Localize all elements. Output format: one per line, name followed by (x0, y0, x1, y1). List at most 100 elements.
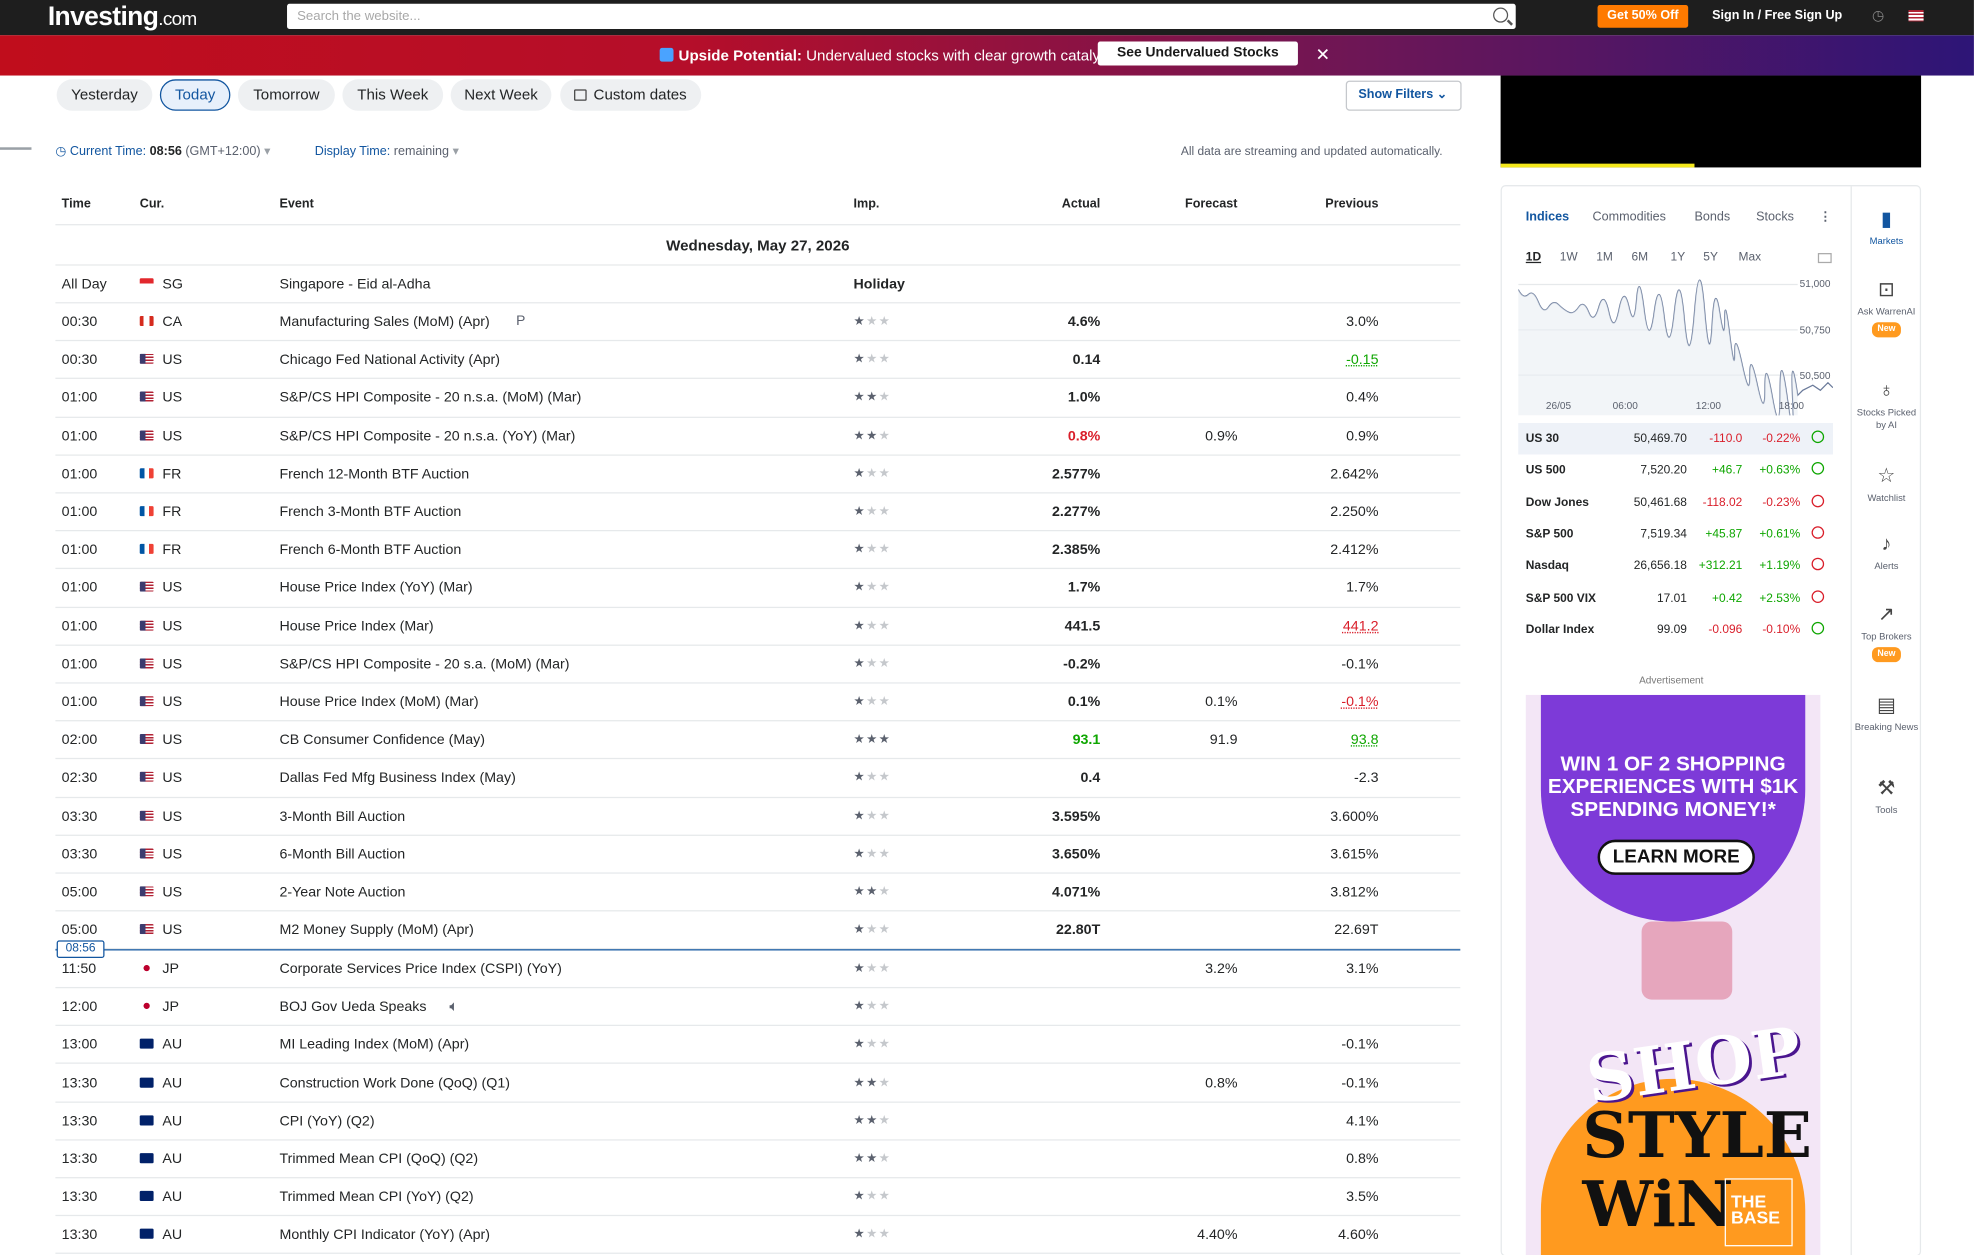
event-name[interactable]: Dallas Fed Mfg Business Index (May) (279, 770, 516, 787)
range-1d[interactable]: 1D (1525, 250, 1542, 265)
more-icon[interactable]: ⋮ (1819, 210, 1832, 225)
event-name[interactable]: S&P/CS HPI Composite - 20 s.a. (MoM) (Ma… (279, 656, 570, 672)
current-time[interactable]: ◷ Current Time: 08:56 (GMT+12:00) ▾ (55, 144, 271, 159)
table-row[interactable]: 13:30 AU Construction Work Done (QoQ) (Q1)… (55, 1064, 1461, 1103)
event-name[interactable]: French 6-Month BTF Auction (279, 542, 462, 558)
previous-value[interactable]: 93.8 (1350, 732, 1379, 749)
table-row[interactable]: 02:00 US CB Consumer Confidence (May) ★★★ 93… (55, 722, 1461, 760)
event-name[interactable]: S&P/CS HPI Composite - 20 n.s.a. (YoY) (… (279, 428, 576, 444)
sidenav-item[interactable]: ↗ Top Brokers New (1852, 604, 1921, 663)
table-row[interactable]: 13:00 AU MI Leading Index (MoM) (Apr) ★★★ -0… (55, 1026, 1461, 1065)
event-name[interactable]: Construction Work Done (QoQ) (Q1) (279, 1075, 510, 1091)
sidenav-item[interactable]: ⊡ Ask WarrenAI New (1852, 279, 1921, 338)
clock-icon[interactable]: ◷ (1871, 8, 1885, 24)
event-name[interactable]: House Price Index (MoM) (Mar) (279, 694, 479, 711)
event-name[interactable]: Chicago Fed National Activity (Apr) (279, 352, 501, 368)
market-name[interactable]: S&P 500 (1525, 527, 1574, 542)
market-row[interactable]: Nasdaq 26,656.18 +312.21 +1.19% (1518, 550, 1833, 581)
event-name[interactable]: Monthly CPI Indicator (YoY) (Apr) (279, 1227, 490, 1243)
table-row[interactable]: 01:00 US S&P/CS HPI Composite - 20 n.s.a. … (55, 379, 1461, 418)
market-row[interactable]: Dollar Index 99.09 -0.096 -0.10% (1518, 614, 1833, 645)
table-row[interactable]: 13:30 AU CPI (YoY) (Q2) ★★★ 4.1% (55, 1102, 1461, 1141)
market-row[interactable]: Dow Jones 50,461.68 -118.02 -0.23% (1518, 487, 1833, 518)
tab-this-week[interactable]: This Week (342, 79, 444, 111)
table-row[interactable]: 12:00 JP BOJ Gov Ueda Speaks 🔈︎ ★★★ (55, 988, 1461, 1027)
range-1m[interactable]: 1M (1596, 250, 1613, 265)
tab-stocks[interactable]: Stocks (1756, 210, 1794, 225)
table-row[interactable]: 01:00 US House Price Index (Mar) ★★★ 441.5 44… (55, 608, 1461, 646)
event-name[interactable]: 6-Month Bill Auction (279, 846, 406, 863)
tab-tomorrow[interactable]: Tomorrow (237, 79, 335, 111)
table-row[interactable]: 01:00 FR French 12-Month BTF Auction ★★★ 2.5… (55, 455, 1461, 494)
table-row[interactable]: 02:30 US Dallas Fed Mfg Business Index (Ma… (55, 760, 1461, 798)
us-flag-icon[interactable] (1908, 10, 1924, 22)
close-icon[interactable]: ✕ (1315, 44, 1331, 65)
video-ad[interactable] (1500, 75, 1922, 168)
table-row[interactable]: 11:50 JP Corporate Services Price Index (C… (55, 950, 1461, 989)
table-row[interactable]: 13:30 AU Trimmed Mean CPI (QoQ) (Q2) ★★★ 0.8… (55, 1140, 1461, 1179)
sidenav-item[interactable]: ☆ Watchlist (1852, 466, 1921, 505)
tab-custom-dates[interactable]: Custom dates (560, 79, 702, 111)
table-row[interactable]: 01:00 US House Price Index (MoM) (Mar) ★★★ 0… (55, 684, 1461, 722)
tab-yesterday[interactable]: Yesterday (56, 79, 153, 111)
table-row[interactable]: 00:30 CA Manufacturing Sales (MoM) (Apr) P ★… (55, 303, 1461, 342)
table-row[interactable]: 03:30 US 3-Month Bill Auction ★★★ 3.595% 3.60… (55, 798, 1461, 836)
range-5y[interactable]: 5Y (1703, 250, 1718, 265)
event-name[interactable]: Manufacturing Sales (MoM) (Apr) (279, 314, 490, 330)
sidenav-item[interactable]: ♪ Alerts (1852, 534, 1921, 573)
event-name[interactable]: CB Consumer Confidence (May) (279, 732, 485, 749)
table-row[interactable]: 05:00 US 2-Year Note Auction ★★★ 4.071% 3.812… (55, 874, 1461, 912)
event-name[interactable]: M2 Money Supply (MoM) (Apr) (279, 923, 474, 939)
previous-value[interactable]: -0.1% (1341, 694, 1379, 711)
event-name[interactable]: House Price Index (Mar) (279, 618, 434, 634)
table-row[interactable]: 13:30 AU Monthly CPI Indicator (YoY) (Apr)… (55, 1216, 1461, 1255)
display-time[interactable]: Display Time: remaining ▾ (314, 144, 459, 159)
table-row[interactable]: 03:30 US 6-Month Bill Auction ★★★ 3.650% 3.61… (55, 836, 1461, 874)
range-6m[interactable]: 6M (1631, 250, 1649, 265)
table-row[interactable]: 01:00 US House Price Index (YoY) (Mar) ★★★ 1… (55, 570, 1461, 608)
table-row[interactable]: 01:00 US S&P/CS HPI Composite - 20 n.s.a. … (55, 417, 1461, 456)
get-offer-button[interactable]: Get 50% Off (1597, 5, 1689, 28)
event-name[interactable]: French 3-Month BTF Auction (279, 504, 462, 520)
event-name[interactable]: Corporate Services Price Index (CSPI) (Y… (279, 961, 562, 977)
event-name[interactable]: House Price Index (YoY) (Mar) (279, 580, 473, 596)
market-name[interactable]: US 30 (1525, 431, 1560, 446)
range-1y[interactable]: 1Y (1670, 250, 1686, 265)
sidenav-item[interactable]: ♁ Stocks Picked by AI (1852, 380, 1921, 432)
sidenav-item[interactable]: ▮ Markets (1852, 209, 1921, 248)
event-name[interactable]: Trimmed Mean CPI (QoQ) (Q2) (279, 1151, 479, 1167)
table-row[interactable]: 01:00 FR French 3-Month BTF Auction ★★★ 2.27… (55, 493, 1461, 532)
shopping-ad[interactable]: WIN 1 OF 2 SHOPPING EXPERIENCES WITH $1K… (1525, 694, 1821, 1255)
tab-today[interactable]: Today (159, 79, 231, 111)
expand-chart-icon[interactable] (1817, 253, 1832, 264)
show-filters-button[interactable]: Show Filters ⌄ (1345, 80, 1462, 111)
previous-value[interactable]: 441.2 (1342, 618, 1379, 634)
free-sign-up-link[interactable]: Free Sign Up (1764, 8, 1843, 23)
market-name[interactable]: Dollar Index (1525, 622, 1595, 637)
table-row[interactable]: 05:00 US M2 Money Supply (MoM) (Apr) ★★★ 22.… (55, 912, 1461, 950)
tab-indices[interactable]: Indices (1525, 210, 1570, 225)
holiday-row[interactable]: All Day SG Singapore - Eid al-Adha Holid… (55, 266, 1461, 304)
table-row[interactable]: 01:00 US S&P/CS HPI Composite - 20 s.a. (M… (55, 646, 1461, 684)
event-name[interactable]: 3-Month Bill Auction (279, 808, 406, 825)
market-name[interactable]: Dow Jones (1525, 495, 1589, 510)
event-name[interactable]: S&P/CS HPI Composite - 20 n.s.a. (MoM) (… (279, 390, 582, 406)
event-name[interactable]: 2-Year Note Auction (279, 885, 406, 901)
range-max[interactable]: Max (1738, 250, 1762, 265)
sidenav-item[interactable]: ▤ Breaking News (1852, 695, 1921, 734)
event-name[interactable]: French 12-Month BTF Auction (279, 466, 470, 482)
sidenav-item[interactable]: ⚒ Tools (1852, 778, 1921, 817)
market-row[interactable]: S&P 500 VIX 17.01 +0.42 +2.53% (1518, 582, 1833, 613)
tab-commodities[interactable]: Commodities (1592, 210, 1666, 225)
market-name[interactable]: S&P 500 VIX (1525, 591, 1597, 605)
index-chart[interactable]: 51,000 50,750 50,500 26/05 06:00 12:00 1… (1518, 274, 1833, 416)
table-row[interactable]: 01:00 FR French 6-Month BTF Auction ★★★ 2.38… (55, 531, 1461, 570)
search-icon[interactable] (1493, 7, 1509, 23)
market-row[interactable]: US 30 50,469.70 -110.0 -0.22% (1518, 422, 1833, 455)
search-input[interactable]: Search the website... (287, 3, 1516, 29)
range-1w[interactable]: 1W (1559, 250, 1578, 265)
tab-bonds[interactable]: Bonds (1694, 210, 1731, 225)
previous-value[interactable]: -0.15 (1346, 352, 1379, 368)
market-row[interactable]: US 500 7,520.20 +46.7 +0.63% (1518, 455, 1833, 486)
table-row[interactable]: 00:30 US Chicago Fed National Activity (Ap… (55, 341, 1461, 380)
